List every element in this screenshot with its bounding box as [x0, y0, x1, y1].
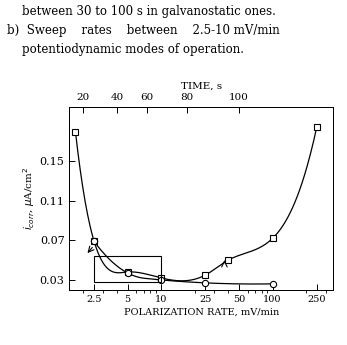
X-axis label: TIME, s: TIME, s	[181, 82, 222, 91]
Y-axis label: $i_{corr}$, $\mu$A/cm$^2$: $i_{corr}$, $\mu$A/cm$^2$	[21, 167, 37, 230]
Bar	[94, 256, 161, 282]
X-axis label: POLARIZATION RATE, mV/min: POLARIZATION RATE, mV/min	[124, 308, 279, 317]
Text: between 30 to 100 s in galvanostatic ones.
b)  Sweep    rates    between    2.5-: between 30 to 100 s in galvanostatic one…	[7, 5, 280, 56]
